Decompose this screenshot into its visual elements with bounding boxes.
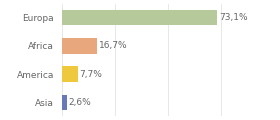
Bar [62, 66, 78, 82]
Bar [62, 95, 67, 110]
Bar [62, 10, 217, 25]
Text: 73,1%: 73,1% [219, 13, 248, 22]
Text: 16,7%: 16,7% [99, 41, 127, 50]
Text: 7,7%: 7,7% [80, 70, 102, 79]
Bar [62, 38, 97, 54]
Text: 2,6%: 2,6% [69, 98, 92, 107]
